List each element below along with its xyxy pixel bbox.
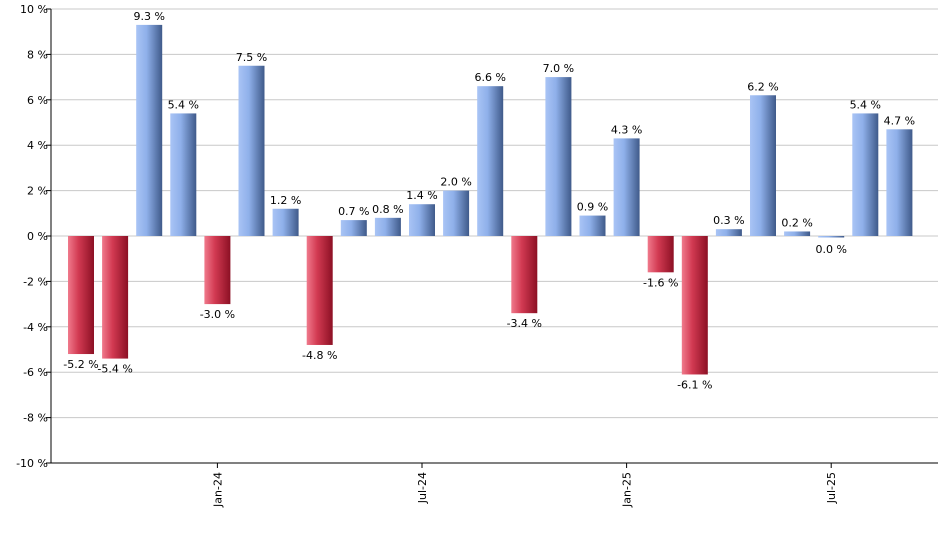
bar-data-label: -5.4 % (97, 363, 132, 376)
bar-data-label: 9.3 % (133, 10, 164, 23)
y-tick-label: -8 % (23, 412, 48, 425)
bar-data-label: -4.8 % (302, 349, 337, 362)
bar-negative (102, 236, 129, 359)
bar-data-label: 0.7 % (338, 205, 369, 218)
bar-positive (340, 220, 367, 236)
bar-negative (647, 236, 674, 273)
bar-data-label: 1.4 % (406, 189, 437, 202)
bar-data-label: 6.2 % (747, 80, 778, 93)
x-tick-label: Jul-24 (416, 472, 429, 504)
data-labels: -5.2 %-5.4 % 9.3 % 5.4 % -3.0 % 7.5 % 1.2 % -4… (63, 10, 915, 392)
bar-data-label: 4.7 % (884, 114, 915, 127)
bar-negative (306, 236, 333, 345)
bar-positive (545, 77, 572, 236)
bars (68, 24, 913, 375)
bar-positive (852, 113, 879, 236)
bar-positive (443, 190, 470, 236)
bar-data-label: -5.2 % (63, 358, 98, 371)
bar-data-label: 5.4 % (168, 98, 199, 111)
bar-positive (170, 113, 197, 236)
bar-positive (409, 204, 435, 236)
bar-positive (613, 138, 640, 236)
y-tick-label: -6 % (23, 366, 48, 379)
bar-data-label: 0.8 % (372, 203, 403, 216)
bar-positive (784, 231, 811, 236)
bar-positive (238, 65, 265, 236)
bar-positive (886, 129, 913, 236)
bar-positive (136, 24, 163, 236)
bar-data-label: 1.2 % (270, 194, 301, 207)
y-tick-label: 8 % (27, 48, 48, 61)
bar-data-label: 0.0 % (815, 243, 846, 256)
bar-data-label: -6.1 % (677, 378, 712, 391)
bar-positive (715, 229, 742, 236)
bar-data-label: 4.3 % (611, 123, 642, 136)
bar-data-label: 2.0 % (440, 176, 471, 189)
bar-positive (579, 215, 606, 236)
y-tick-label: 0 % (27, 230, 48, 243)
bar-data-label: 0.9 % (577, 201, 608, 214)
y-tick-label: -10 % (16, 457, 48, 470)
x-tick-label: Jan-25 (621, 472, 634, 508)
axes: 10 % 8 % 6 % 4 % 2 % 0 % -2 % -4 % -6 % -8 % -10 %… (16, 3, 938, 508)
x-tick-label: Jul-25 (825, 472, 838, 504)
bar-data-label: 0.2 % (781, 216, 812, 229)
bar-data-label: 5.4 % (850, 98, 881, 111)
y-tick-label: -2 % (23, 275, 48, 288)
bar-negative (511, 236, 538, 314)
y-tick-label: -4 % (23, 321, 48, 334)
y-tick-label: 6 % (27, 94, 48, 107)
bar-data-label: 0.3 % (713, 214, 744, 227)
x-tick-label: Jan-24 (211, 472, 224, 508)
y-tick-label: 2 % (27, 185, 48, 198)
bar-data-label: 6.6 % (474, 71, 505, 84)
bar-data-label: -3.4 % (507, 317, 542, 330)
bar-data-label: 7.0 % (543, 62, 574, 75)
y-tick-label: 10 % (20, 3, 48, 16)
bar-positive (818, 236, 845, 238)
bar-data-label: 7.5 % (236, 51, 267, 64)
bar-data-label: -1.6 % (643, 276, 678, 289)
bar-negative (204, 236, 231, 305)
bar-positive (750, 95, 776, 236)
bar-negative (681, 236, 708, 375)
bar-data-label: -3.0 % (200, 308, 235, 321)
bar-positive (477, 86, 504, 237)
y-tick-label: 4 % (27, 139, 48, 152)
bar-negative (68, 236, 94, 355)
bar-positive (272, 208, 299, 236)
bar-positive (374, 217, 401, 236)
